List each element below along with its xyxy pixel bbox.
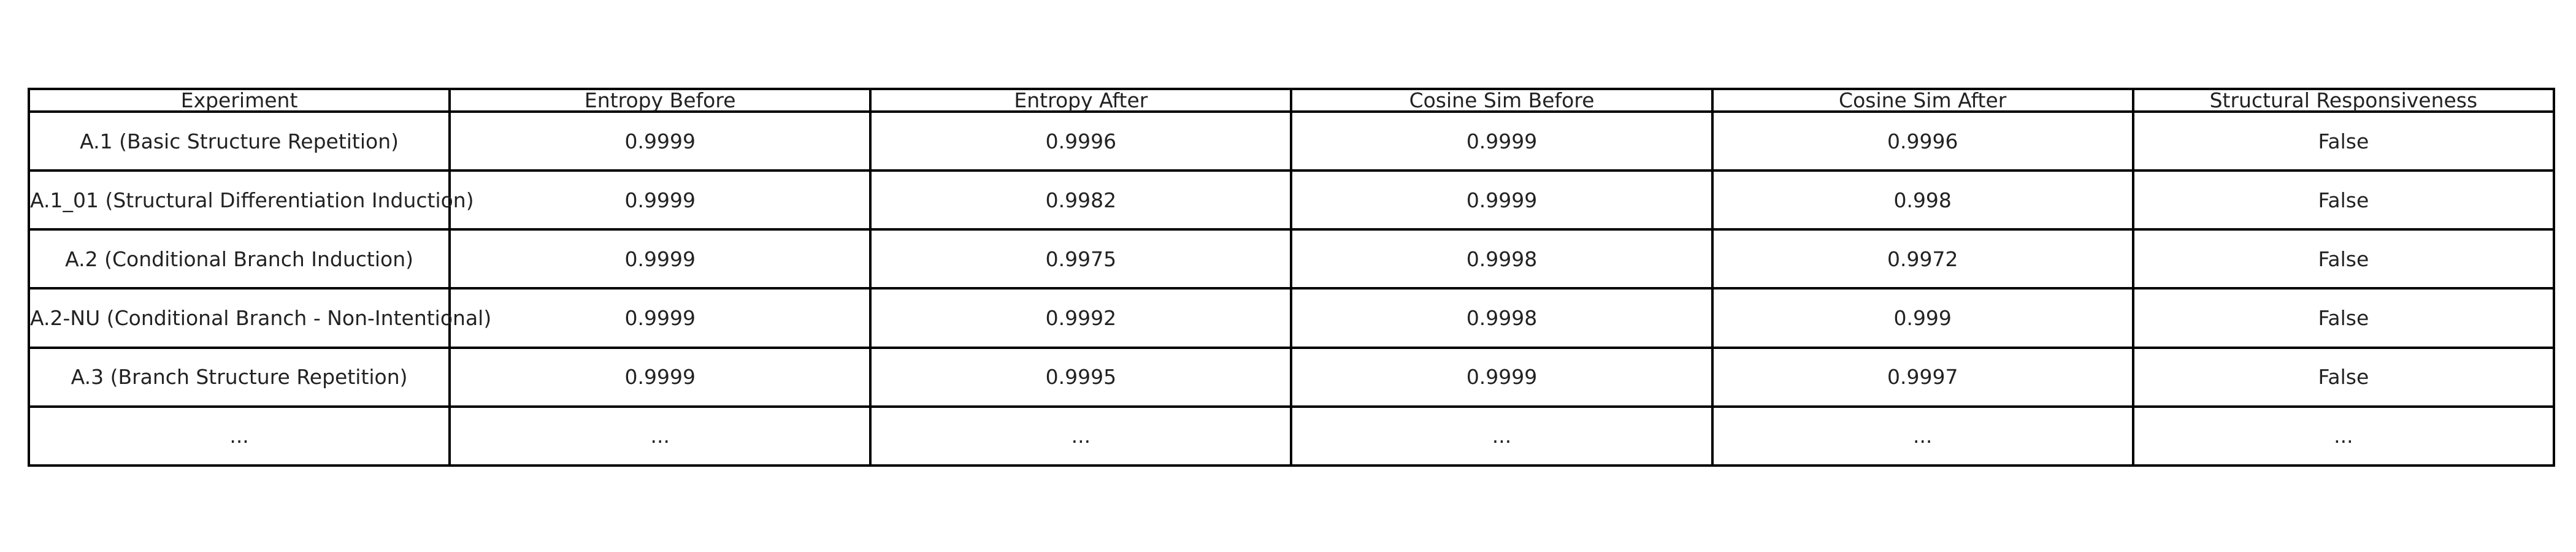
table-cell-cosine-sim-after: 0.998 xyxy=(1711,169,2134,231)
table-cell-experiment: A.2 (Conditional Branch Induction) xyxy=(27,228,451,290)
table-cell-cosine-sim-after: 0.9996 xyxy=(1711,110,2134,172)
table-cell-entropy-before: ... xyxy=(448,405,872,467)
table-cell-entropy-before: 0.9999 xyxy=(448,110,872,172)
results-table-container: Experiment Entropy Before Entropy After … xyxy=(27,88,2556,467)
table-cell-cosine-sim-after: 0.9997 xyxy=(1711,346,2134,408)
header-cell-cosine-sim-before: Cosine Sim Before xyxy=(1290,88,1714,113)
table-cell-cosine-sim-after: 0.9972 xyxy=(1711,228,2134,290)
table-cell-experiment: A.3 (Branch Structure Repetition) xyxy=(27,346,451,408)
header-cell-experiment: Experiment xyxy=(27,88,451,113)
table-cell-entropy-before: 0.9999 xyxy=(448,287,872,349)
table-cell-structural-responsiveness: ... xyxy=(2131,405,2556,467)
table-cell-entropy-before: 0.9999 xyxy=(448,169,872,231)
table-cell-entropy-after: 0.9982 xyxy=(869,169,1293,231)
table-cell-experiment: A.1 (Basic Structure Repetition) xyxy=(27,110,451,172)
table-cell-experiment: A.1_01 (Structural Differentiation Induc… xyxy=(27,169,474,231)
table-cell-entropy-after: ... xyxy=(869,405,1293,467)
table-cell-entropy-after: 0.9992 xyxy=(869,287,1293,349)
table-cell-structural-responsiveness: False xyxy=(2131,228,2556,290)
table-cell-cosine-sim-after: 0.999 xyxy=(1711,287,2134,349)
table-cell-entropy-after: 0.9996 xyxy=(869,110,1293,172)
table-cell-structural-responsiveness: False xyxy=(2131,346,2556,408)
header-cell-cosine-sim-after: Cosine Sim After xyxy=(1711,88,2134,113)
table-row: ... ... ... ... ... ... xyxy=(27,405,2556,467)
table-cell-experiment: A.2-NU (Conditional Branch - Non-Intenti… xyxy=(27,287,491,349)
table-row: A.3 (Branch Structure Repetition) 0.9999… xyxy=(27,346,2556,408)
table-row: A.1_01 (Structural Differentiation Induc… xyxy=(27,169,2556,231)
table-cell-cosine-sim-before: 0.9998 xyxy=(1290,228,1714,290)
table-row: A.2 (Conditional Branch Induction) 0.999… xyxy=(27,228,2556,290)
table-cell-cosine-sim-before: 0.9999 xyxy=(1290,169,1714,231)
table-cell-cosine-sim-before: 0.9999 xyxy=(1290,346,1714,408)
table-cell-entropy-after: 0.9975 xyxy=(869,228,1293,290)
header-cell-entropy-after: Entropy After xyxy=(869,88,1293,113)
table-row: A.2-NU (Conditional Branch - Non-Intenti… xyxy=(27,287,2556,349)
header-row: Experiment Entropy Before Entropy After … xyxy=(27,88,2556,113)
table-cell-structural-responsiveness: False xyxy=(2131,169,2556,231)
table-cell-entropy-after: 0.9995 xyxy=(869,346,1293,408)
table-cell-entropy-before: 0.9999 xyxy=(448,346,872,408)
table-cell-entropy-before: 0.9999 xyxy=(448,228,872,290)
table-row: A.1 (Basic Structure Repetition) 0.9999 … xyxy=(27,110,2556,172)
header-cell-structural-responsiveness: Structural Responsiveness xyxy=(2131,88,2556,113)
table-cell-cosine-sim-after: ... xyxy=(1711,405,2134,467)
table-cell-structural-responsiveness: False xyxy=(2131,110,2556,172)
table-cell-cosine-sim-before: ... xyxy=(1290,405,1714,467)
table-cell-experiment: ... xyxy=(27,405,451,467)
table-cell-structural-responsiveness: False xyxy=(2131,287,2556,349)
results-table: Experiment Entropy Before Entropy After … xyxy=(27,88,2556,467)
table-cell-cosine-sim-before: 0.9998 xyxy=(1290,287,1714,349)
header-cell-entropy-before: Entropy Before xyxy=(448,88,872,113)
table-cell-cosine-sim-before: 0.9999 xyxy=(1290,110,1714,172)
